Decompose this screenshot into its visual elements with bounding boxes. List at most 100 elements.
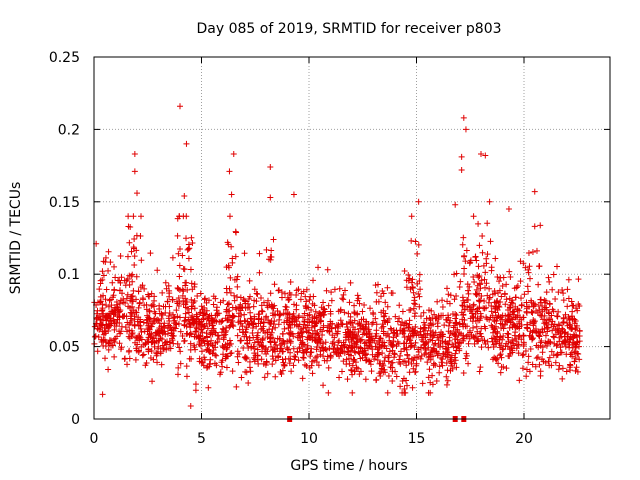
data-point xyxy=(539,344,546,351)
data-point xyxy=(217,371,224,378)
data-point xyxy=(116,287,123,294)
data-point xyxy=(326,328,333,335)
data-point xyxy=(376,370,383,377)
data-point xyxy=(226,307,233,314)
data-point xyxy=(174,232,181,239)
data-point xyxy=(556,362,563,369)
data-point xyxy=(466,327,473,334)
data-point xyxy=(420,319,427,326)
data-point xyxy=(154,316,161,323)
data-point xyxy=(410,289,417,296)
data-point xyxy=(524,321,531,328)
data-point xyxy=(201,322,208,329)
data-point xyxy=(283,304,290,311)
data-point xyxy=(121,355,128,362)
data-point xyxy=(278,289,285,296)
data-point xyxy=(190,299,197,306)
data-point xyxy=(138,257,145,264)
data-point xyxy=(250,334,257,341)
data-point xyxy=(460,321,467,328)
data-point xyxy=(525,288,532,295)
data-point xyxy=(567,336,574,343)
data-point xyxy=(95,314,102,321)
data-point xyxy=(520,351,527,358)
data-point xyxy=(174,284,181,291)
data-point xyxy=(284,317,291,324)
data-point xyxy=(242,318,249,325)
data-point xyxy=(107,259,114,266)
data-point xyxy=(204,325,211,332)
data-point xyxy=(205,347,212,354)
data-point xyxy=(245,300,252,307)
data-point xyxy=(126,239,133,246)
data-point xyxy=(126,347,133,354)
data-point xyxy=(543,289,550,296)
data-point xyxy=(162,331,169,338)
data-point xyxy=(290,301,297,308)
data-point xyxy=(312,322,319,329)
data-point xyxy=(96,286,103,293)
data-point xyxy=(106,310,113,317)
data-point xyxy=(523,366,530,373)
data-point xyxy=(466,283,473,290)
data-point xyxy=(133,296,140,303)
data-point xyxy=(405,324,412,331)
data-point xyxy=(187,340,194,347)
y-tick-label: 0.25 xyxy=(49,50,80,66)
data-point xyxy=(98,321,105,328)
data-point xyxy=(467,257,474,264)
data-point xyxy=(306,319,313,326)
data-point xyxy=(352,334,359,341)
data-point xyxy=(565,295,572,302)
data-point xyxy=(116,313,123,320)
data-point xyxy=(505,353,512,360)
data-point xyxy=(291,353,298,360)
data-point xyxy=(266,335,273,342)
data-point xyxy=(415,290,422,297)
data-point xyxy=(536,263,543,270)
data-point xyxy=(175,250,182,257)
data-point xyxy=(201,296,208,303)
data-point xyxy=(554,313,561,320)
data-point xyxy=(412,323,419,330)
data-point xyxy=(137,318,144,325)
data-point xyxy=(357,322,364,329)
data-point xyxy=(226,213,233,220)
data-point xyxy=(161,346,168,353)
data-point xyxy=(351,302,358,309)
data-point xyxy=(97,280,104,287)
data-point xyxy=(105,366,112,373)
data-point xyxy=(219,363,226,370)
data-point xyxy=(170,327,177,334)
data-point xyxy=(401,385,408,392)
data-point xyxy=(263,246,270,253)
data-point xyxy=(179,333,186,340)
data-point xyxy=(482,152,489,159)
data-point xyxy=(181,337,188,344)
data-point xyxy=(268,304,275,311)
data-point xyxy=(175,320,182,327)
data-point xyxy=(281,325,288,332)
data-point xyxy=(509,309,516,316)
data-point xyxy=(237,317,244,324)
data-point xyxy=(247,368,254,375)
data-point xyxy=(470,213,477,220)
data-point xyxy=(490,326,497,333)
data-point xyxy=(507,304,514,311)
data-point xyxy=(534,354,541,361)
data-point xyxy=(557,349,564,356)
data-point xyxy=(290,362,297,369)
data-point xyxy=(420,309,427,316)
data-point xyxy=(213,352,220,359)
data-point xyxy=(523,309,530,316)
data-point xyxy=(203,311,210,318)
data-point xyxy=(284,346,291,353)
data-point xyxy=(308,362,315,369)
data-point xyxy=(241,250,248,257)
data-point xyxy=(140,351,147,358)
data-point xyxy=(494,297,501,304)
data-point xyxy=(260,335,267,342)
data-point xyxy=(187,402,194,409)
data-point xyxy=(486,285,493,292)
data-point xyxy=(463,352,470,359)
